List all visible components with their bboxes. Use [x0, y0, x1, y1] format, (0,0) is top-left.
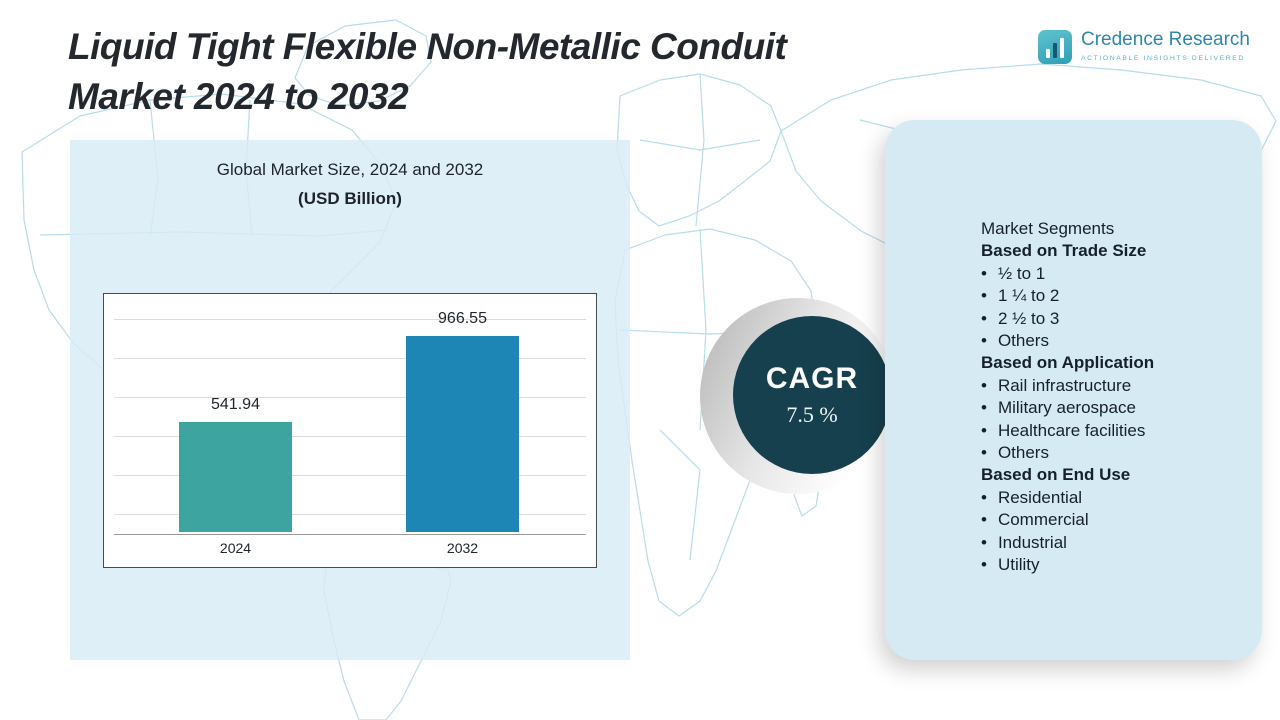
segment-item: 1 ¼ to 2: [981, 285, 1242, 307]
cagr-badge: CAGR 7.5 %: [733, 316, 891, 474]
segments-title: Market Segments: [981, 219, 1115, 238]
gridline: [114, 475, 586, 476]
credence-research-logo: Credence Research Actionable Insights De…: [1038, 29, 1250, 64]
bar-2032: [406, 336, 519, 532]
gridline: [114, 397, 586, 398]
gridline: [114, 514, 586, 515]
logo-tagline: Actionable Insights Delivered: [1081, 54, 1245, 62]
bar-2024-group: 541.94: [179, 327, 292, 532]
segments-heading-trade-size: Based on Trade Size: [981, 241, 1147, 261]
bar-chart: 541.94 966.55 2024 2032: [103, 293, 597, 568]
logo-brand-name: Credence Research: [1081, 29, 1250, 50]
segment-item: Industrial: [981, 532, 1242, 554]
gridline: [114, 319, 586, 320]
segment-item: 2 ½ to 3: [981, 308, 1242, 330]
segment-item: Residential: [981, 487, 1242, 509]
segment-item: Utility: [981, 554, 1242, 576]
gridline: [114, 358, 586, 359]
bar-2032-value-label: 966.55: [438, 310, 487, 327]
segments-heading-end-use: Based on End Use: [981, 465, 1131, 485]
page-title-line2: Market 2024 to 2032: [68, 75, 409, 117]
category-label-2032: 2032: [446, 540, 479, 556]
page-title: Liquid Tight Flexible Non-Metallic Condu…: [68, 22, 988, 122]
page-title-line1: Liquid Tight Flexible Non-Metallic Condu…: [68, 26, 787, 67]
gridline: [114, 436, 586, 437]
bar-chart-logo-icon: [1038, 30, 1072, 64]
segment-item: Rail infrastructure: [981, 375, 1242, 397]
segment-item: Healthcare facilities: [981, 420, 1242, 442]
cagr-label: CAGR: [765, 362, 859, 395]
segment-item: Commercial: [981, 509, 1242, 531]
cagr-value: 7.5 %: [786, 402, 838, 427]
segments-heading-application: Based on Application: [981, 353, 1155, 373]
chart-title: Global Market Size, 2024 and 2032: [216, 160, 484, 179]
segment-item: Others: [981, 330, 1242, 352]
bar-2024-value-label: 541.94: [211, 396, 260, 413]
market-size-panel: Global Market Size, 2024 and 2032 (USD B…: [70, 140, 630, 660]
segment-item: Military aerospace: [981, 397, 1242, 419]
market-segments-card: Market Segments Based on Trade Size ½ to…: [885, 120, 1262, 660]
category-label-2024: 2024: [219, 540, 252, 556]
x-axis-line: [114, 534, 586, 535]
segment-item: ½ to 1: [981, 263, 1242, 285]
bar-2032-group: 966.55: [406, 310, 519, 532]
segment-item: Others: [981, 442, 1242, 464]
chart-subtitle: (USD Billion): [298, 189, 402, 208]
bar-2024: [179, 422, 292, 532]
